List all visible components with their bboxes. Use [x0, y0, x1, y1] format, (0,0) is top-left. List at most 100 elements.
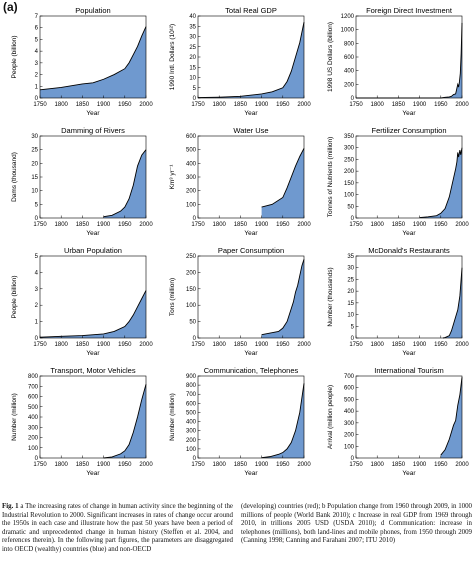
- y-axis-label: Tonnes of Nutrients (million): [327, 137, 334, 218]
- area-fill: [356, 22, 462, 98]
- y-tick-label: 600: [186, 134, 197, 140]
- x-tick-label: 1800: [213, 342, 227, 348]
- plot-frame: [197, 255, 305, 339]
- y-tick-label: 1200: [341, 14, 355, 20]
- chart-title: Transport, Motor Vehicles: [50, 366, 135, 375]
- y-tick-label: 500: [344, 397, 355, 403]
- plot-frame: [39, 15, 147, 99]
- x-tick-label: 1950: [434, 222, 448, 228]
- x-tick-label: 1750: [191, 342, 205, 348]
- y-axis-label: Km³ yr⁻¹: [169, 164, 176, 190]
- x-axis-label: Year: [244, 110, 258, 117]
- y-tick-label: 10: [31, 189, 38, 195]
- caption-right-text: (developing) countries (red); b Populati…: [241, 503, 472, 545]
- y-tick-label: 300: [344, 146, 355, 152]
- figure-caption: Fig. 1 a The increasing rates of change …: [2, 503, 472, 571]
- area-fill: [40, 290, 146, 338]
- x-tick-label: 1950: [434, 102, 448, 108]
- y-tick-label: 0: [35, 456, 39, 462]
- series-line: [39, 290, 147, 338]
- x-tick-label: 1750: [33, 102, 47, 108]
- y-tick-label: 600: [344, 386, 355, 392]
- x-tick-label: 1800: [213, 102, 227, 108]
- y-tick-label: 6: [35, 26, 39, 32]
- x-tick-label: 1800: [371, 342, 385, 348]
- y-tick-label: 200: [28, 436, 39, 442]
- y-tick-label: 25: [189, 45, 196, 51]
- y-tick-label: 300: [344, 421, 355, 427]
- y-tick-label: 700: [344, 374, 355, 380]
- x-tick-label: 1850: [76, 462, 90, 468]
- y-tick-label: 0: [193, 456, 197, 462]
- x-tick-label: 1850: [234, 102, 248, 108]
- chart-panel-2: 0 5 10 15 20 25 30 35 40 1750 1800 1850 1900 1950 2000…: [169, 6, 311, 117]
- x-tick-label: 1800: [371, 222, 385, 228]
- x-tick-label: 1800: [213, 222, 227, 228]
- y-tick-label: 150: [186, 287, 197, 293]
- x-tick-label: 2000: [139, 102, 153, 108]
- x-axis-label: Year: [86, 110, 100, 117]
- series-line: [356, 22, 463, 99]
- x-tick-label: 1950: [118, 462, 132, 468]
- y-tick-label: 7: [35, 14, 39, 20]
- x-tick-label: 1900: [255, 102, 269, 108]
- y-tick-label: 200: [186, 189, 197, 195]
- x-tick-label: 2000: [455, 462, 469, 468]
- y-tick-label: 25: [31, 148, 38, 154]
- x-axis-label: Year: [86, 350, 100, 357]
- y-tick-label: 300: [186, 429, 197, 435]
- chart-title: Population: [75, 6, 110, 15]
- y-tick-label: 20: [189, 55, 196, 61]
- y-axis-label: Tons (million): [169, 278, 176, 316]
- series-line: [440, 377, 463, 456]
- y-tick-label: 50: [347, 204, 354, 210]
- x-tick-label: 1900: [97, 222, 111, 228]
- x-tick-label: 1850: [76, 342, 90, 348]
- y-tick-label: 700: [28, 384, 39, 390]
- y-tick-label: 250: [344, 157, 355, 163]
- area-fill: [40, 26, 146, 98]
- area-fill: [419, 147, 462, 218]
- series-line: [197, 22, 305, 99]
- y-tick-label: 0: [193, 336, 197, 342]
- chart-panel-1: 0 1 2 3 4 5 6 7 1750 1800 1850 1900 1950 2000 Populati…: [11, 6, 153, 117]
- chart-title: Fertilizer Consumption: [371, 126, 446, 135]
- y-tick-label: 200: [186, 438, 197, 444]
- x-tick-label: 1800: [55, 222, 69, 228]
- y-tick-label: 200: [344, 82, 355, 88]
- x-tick-label: 1900: [413, 462, 427, 468]
- y-tick-label: 700: [186, 392, 197, 398]
- chart-panel-9: 0 5 10 15 20 25 30 35 1750 1800 1850 1900 1950 2000 Mc…: [327, 246, 469, 357]
- x-tick-label: 2000: [297, 102, 311, 108]
- series-line: [103, 149, 147, 218]
- y-tick-label: 0: [35, 336, 39, 342]
- y-tick-label: 1000: [341, 28, 355, 34]
- area-fill: [198, 22, 304, 98]
- chart-title: Urban Population: [64, 246, 122, 255]
- y-tick-label: 500: [186, 148, 197, 154]
- y-tick-label: 4: [35, 49, 39, 55]
- y-tick-label: 1: [35, 84, 39, 90]
- x-tick-label: 1950: [434, 342, 448, 348]
- chart-panel-6: 0 50 100 150 200 250 300 350 1750 1800 1850 1900 195…: [327, 126, 469, 237]
- y-tick-label: 3: [35, 287, 39, 293]
- x-tick-label: 1750: [349, 222, 363, 228]
- x-axis-label: Year: [86, 470, 100, 477]
- y-axis-label: People (billion): [11, 276, 18, 319]
- y-tick-label: 400: [28, 415, 39, 421]
- y-tick-label: 0: [351, 216, 355, 222]
- y-axis-label: Dams (thousand): [11, 152, 18, 202]
- y-tick-label: 500: [28, 405, 39, 411]
- x-tick-label: 1750: [349, 462, 363, 468]
- x-tick-label: 1950: [434, 462, 448, 468]
- y-tick-label: 35: [347, 254, 354, 260]
- plot-frame: [355, 255, 463, 339]
- y-axis-label: Arrival (million people): [327, 385, 334, 449]
- x-tick-label: 2000: [297, 462, 311, 468]
- y-tick-label: 4: [35, 270, 39, 276]
- x-axis-label: Year: [244, 350, 258, 357]
- x-tick-label: 1900: [97, 102, 111, 108]
- y-tick-label: 50: [189, 320, 196, 326]
- y-tick-label: 250: [186, 254, 197, 260]
- x-tick-label: 1750: [33, 222, 47, 228]
